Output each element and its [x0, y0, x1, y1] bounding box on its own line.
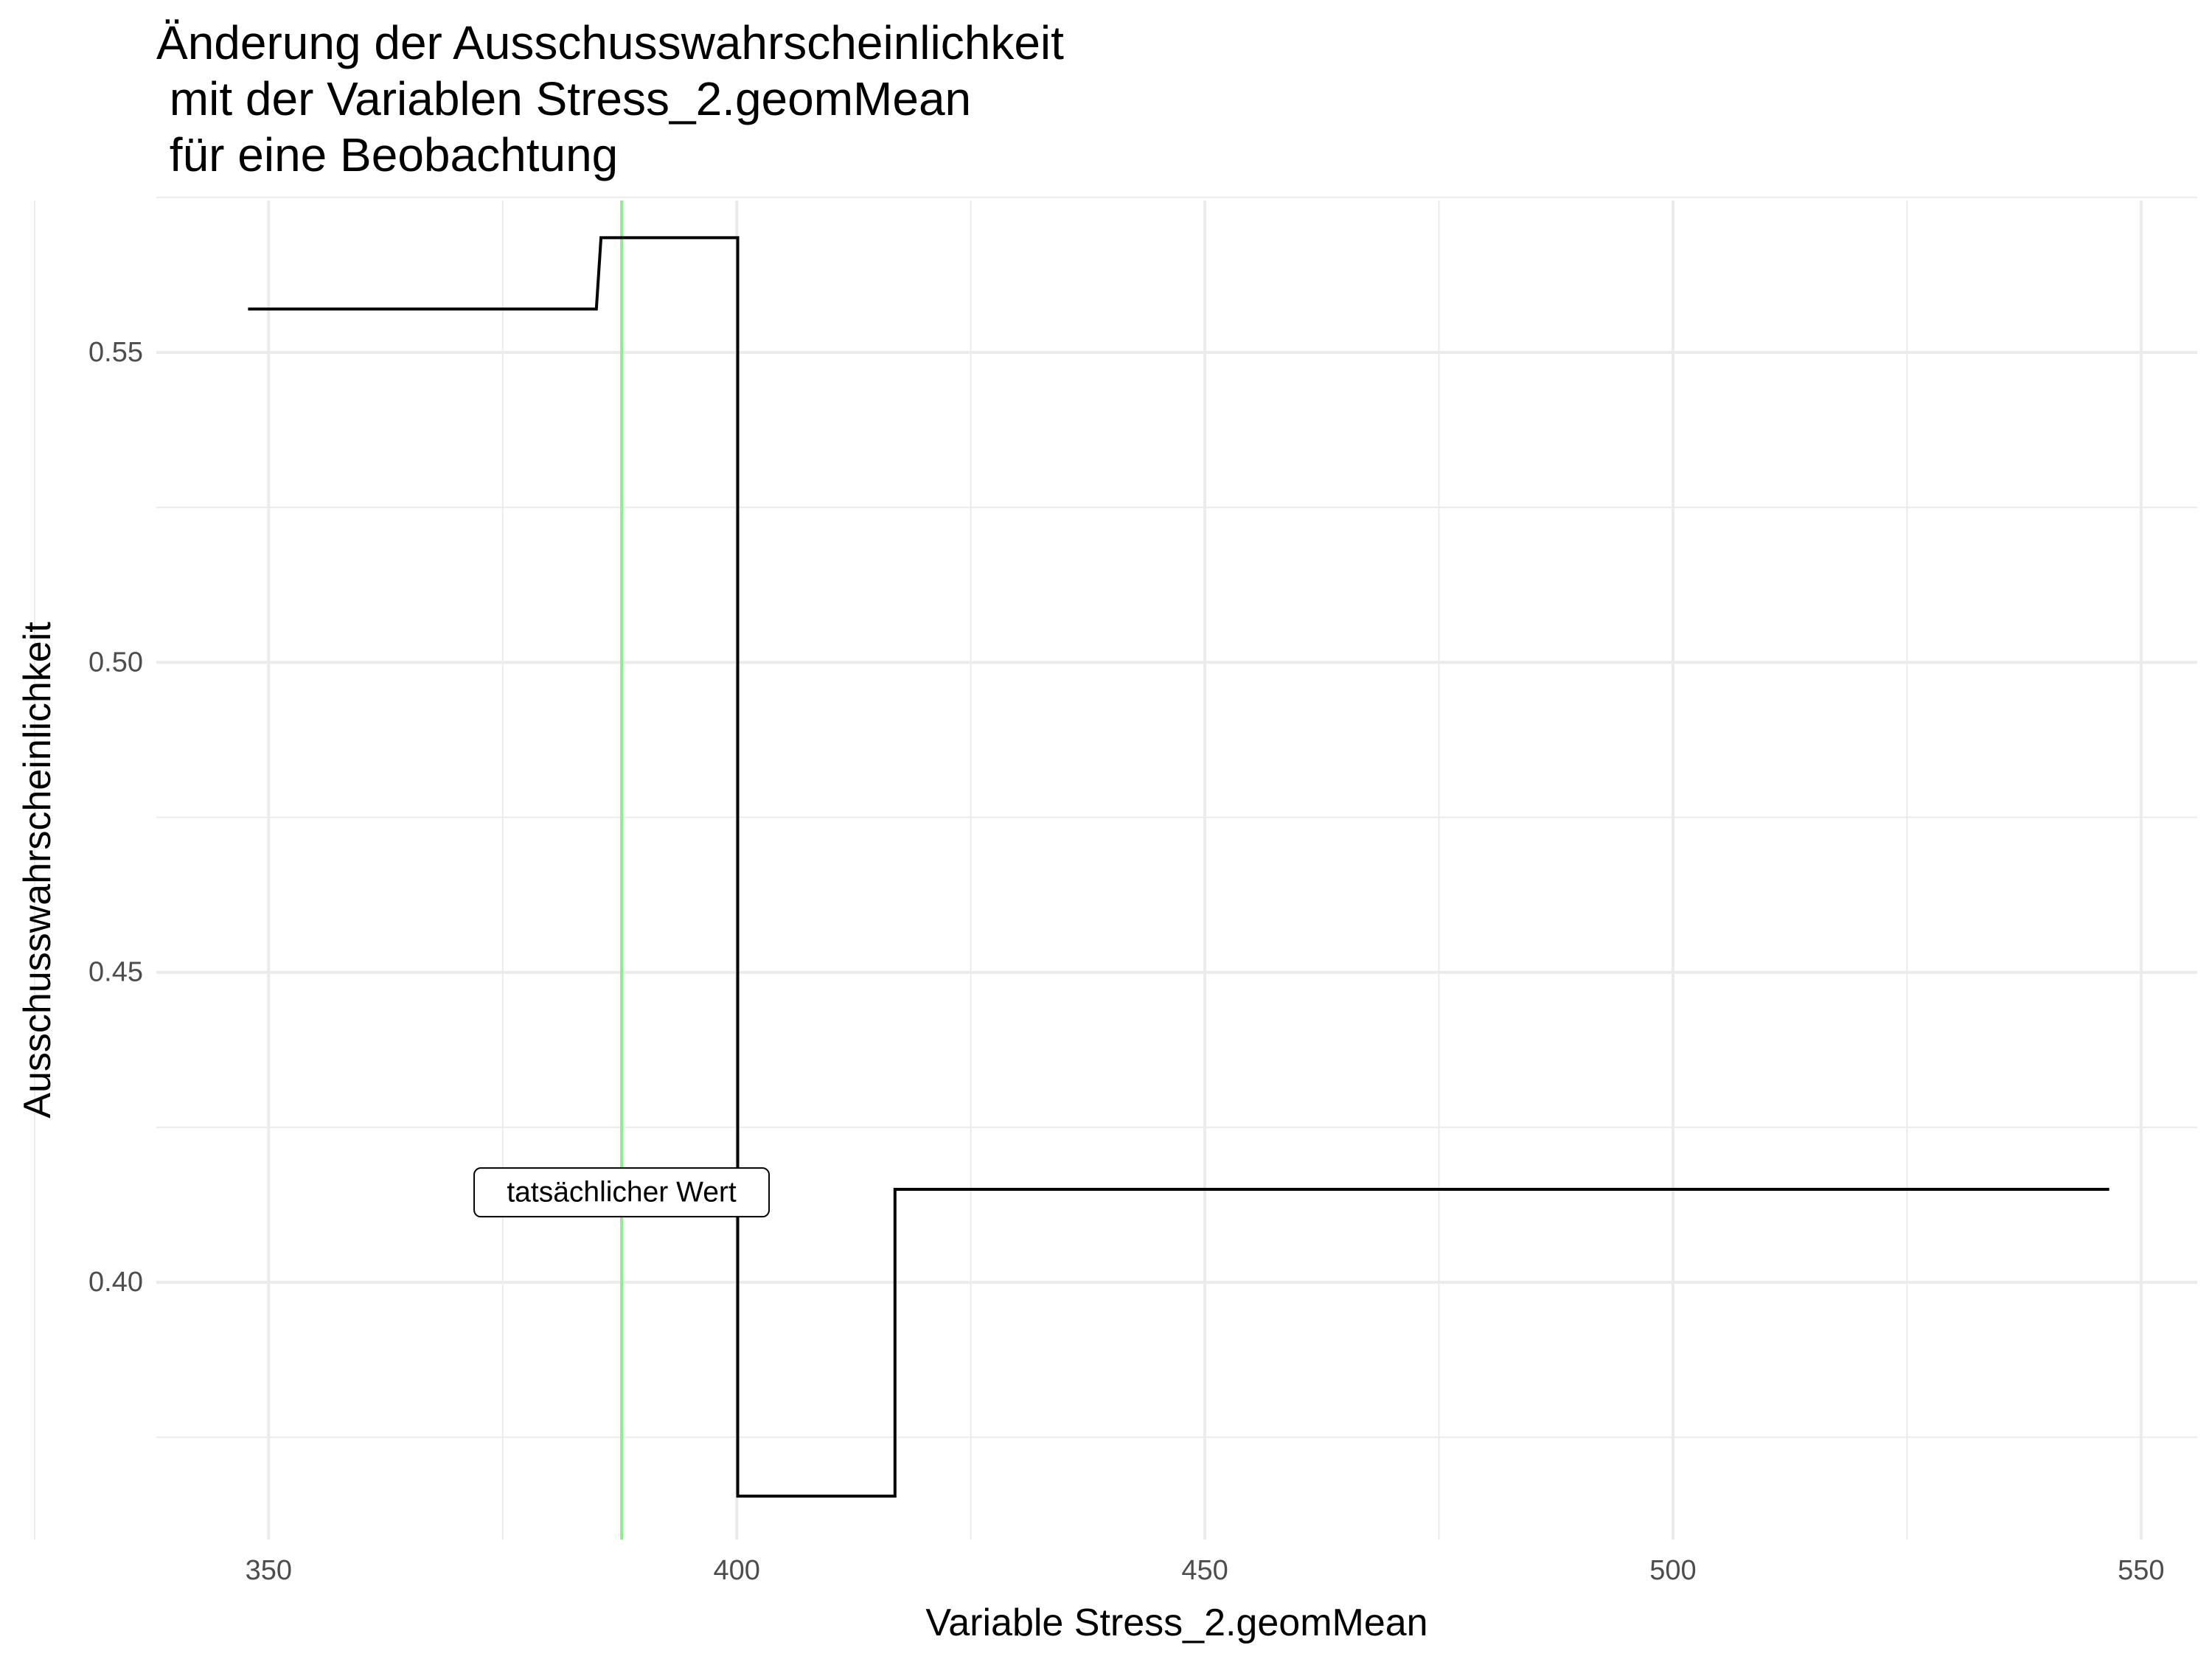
chart-title: Änderung der Ausschusswahrscheinlichkeit…	[156, 16, 1064, 181]
major-gridlines	[156, 201, 2197, 1540]
y-tick-label: 0.50	[88, 647, 143, 678]
y-tick-label: 0.40	[88, 1267, 143, 1298]
actual-value-annotation: tatsächlicher Wert	[473, 1167, 771, 1218]
y-tick-label: 0.45	[88, 957, 143, 988]
x-axis-tick-labels: 350 400 450 500 550	[246, 1555, 2165, 1586]
x-tick-label: 350	[246, 1555, 292, 1586]
x-axis-label: Variable Stress_2.geomMean	[925, 1601, 1427, 1644]
x-tick-label: 500	[1649, 1555, 1696, 1586]
annotation-label: tatsächlicher Wert	[507, 1177, 737, 1208]
x-tick-label: 400	[714, 1555, 760, 1586]
minor-gridlines	[33, 196, 2197, 1540]
x-tick-label: 450	[1181, 1555, 1228, 1586]
y-tick-label: 0.55	[88, 337, 143, 368]
y-axis-tick-labels: 0.40 0.45 0.50 0.55	[88, 337, 143, 1298]
annotation-box	[473, 1167, 771, 1218]
probability-step-line	[248, 236, 2110, 1498]
y-axis-label: Ausschusswahrscheinlichkeit	[16, 622, 59, 1119]
x-tick-label: 550	[2118, 1555, 2164, 1586]
